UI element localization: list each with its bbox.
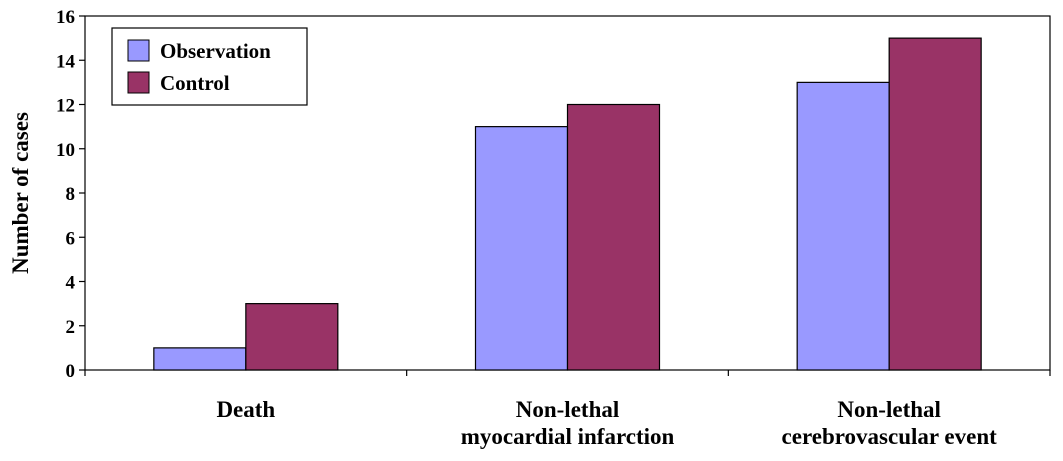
y-tick-label: 0: [66, 361, 76, 382]
y-tick-label: 16: [56, 7, 75, 28]
bar-control-2: [888, 37, 982, 371]
bar-observation-2: [796, 81, 890, 371]
bars-layer: [153, 37, 982, 371]
legend-swatch-control: [127, 71, 150, 94]
bar-control-0: [245, 303, 339, 371]
y-axis-title: Number of cases: [8, 112, 33, 274]
y-tick-label: 6: [66, 228, 76, 249]
legend-label-control: Control: [160, 71, 230, 95]
y-tick-label: 10: [56, 140, 75, 161]
x-category-label: Non-lethal myocardial infarction: [461, 397, 675, 449]
x-category-label: Death: [216, 397, 275, 422]
y-tick-label: 4: [66, 273, 76, 294]
y-tick-label: 2: [66, 317, 76, 338]
bar-control-1: [566, 103, 661, 371]
y-axis-ticks: 0 2 4 6 8 10 12 14 16: [56, 7, 85, 382]
y-tick-label: 8: [66, 184, 76, 205]
legend-swatch-observation: [127, 39, 150, 62]
legend-label-observation: Observation: [160, 39, 271, 63]
bar-observation-1: [474, 126, 569, 371]
x-category-label: Non-lethal cerebrovascular event: [782, 397, 998, 449]
y-tick-label: 14: [56, 51, 76, 72]
bar-observation-0: [153, 347, 247, 371]
y-tick-label: 12: [56, 96, 75, 117]
legend: Observation Control: [111, 27, 308, 106]
x-axis-ticks: Death Non-lethal myocardial infarction Non-…: [84, 370, 1051, 449]
